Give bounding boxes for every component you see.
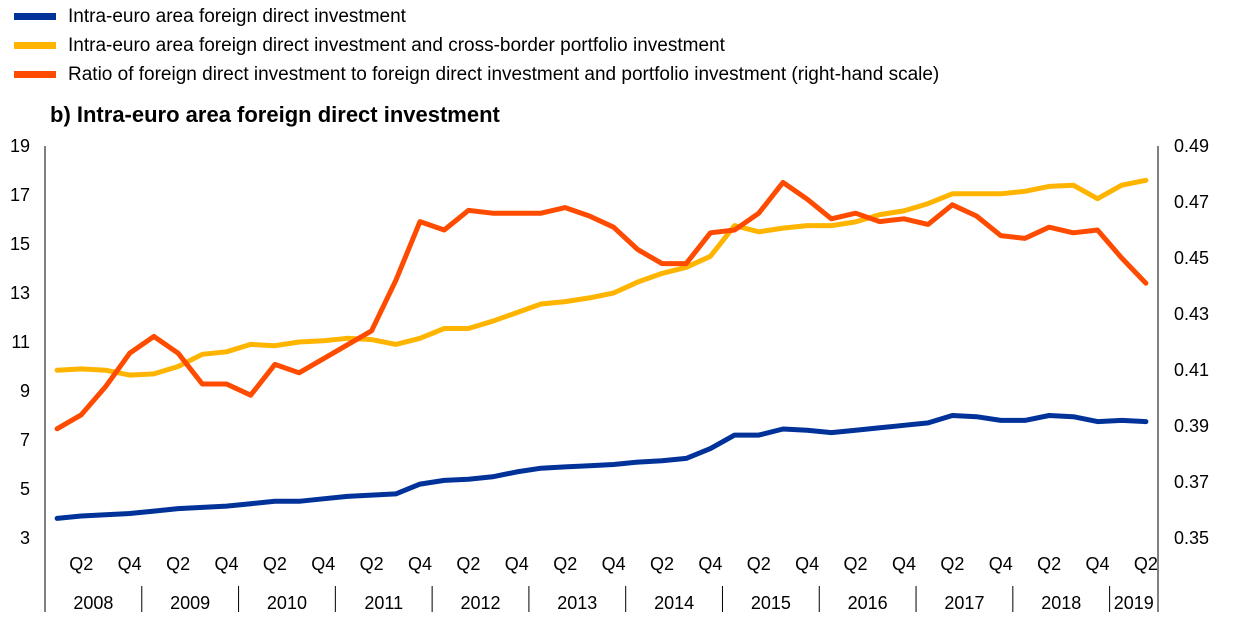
right-axis-tick-label: 0.35 [1174, 528, 1209, 548]
x-axis-year-label: 2019 [1114, 593, 1154, 613]
x-axis-quarter-label: Q4 [408, 554, 432, 574]
x-axis-quarter-label: Q4 [505, 554, 529, 574]
x-axis-quarter-label: Q4 [1086, 554, 1110, 574]
legend-label-ratio: Ratio of foreign direct investment to fo… [68, 63, 940, 85]
left-axis-tick-label: 5 [20, 479, 30, 499]
x-axis-year-label: 2010 [267, 593, 307, 613]
series-line-2 [54, 179, 1149, 432]
series-line-0 [54, 413, 1149, 521]
right-axis-tick-label: 0.47 [1174, 192, 1209, 212]
left-axis-tick-label: 15 [10, 234, 30, 254]
legend-swatch-fdi-portfolio [14, 42, 56, 49]
x-axis-year-label: 2009 [170, 593, 210, 613]
x-axis-quarter-label: Q4 [795, 554, 819, 574]
x-axis-quarter-label: Q2 [360, 554, 384, 574]
left-axis-tick-label: 3 [20, 528, 30, 548]
x-axis-quarter-label: Q2 [1134, 554, 1158, 574]
x-axis-year-label: 2017 [944, 593, 984, 613]
x-axis-quarter-label: Q2 [263, 554, 287, 574]
x-axis-quarter-label: Q2 [456, 554, 480, 574]
legend-swatch-fdi [14, 13, 56, 20]
x-axis-year-label: 2015 [751, 593, 791, 613]
chart-title: b) Intra-euro area foreign direct invest… [50, 102, 500, 127]
x-axis-year-label: 2016 [848, 593, 888, 613]
right-axis-tick-label: 0.41 [1174, 360, 1209, 380]
legend-item-ratio: Ratio of foreign direct investment to fo… [14, 60, 939, 89]
legend-swatch-ratio [14, 71, 56, 78]
right-axis-tick-label: 0.43 [1174, 304, 1209, 324]
legend: Intra-euro area foreign direct investmen… [14, 2, 939, 89]
right-axis-tick-label: 0.45 [1174, 248, 1209, 268]
right-axis-tick-label: 0.37 [1174, 472, 1209, 492]
x-axis-quarter-label: Q4 [602, 554, 626, 574]
x-axis-quarter-label: Q2 [166, 554, 190, 574]
left-axis-tick-label: 9 [20, 381, 30, 401]
x-axis-quarter-label: Q4 [989, 554, 1013, 574]
left-axis-tick-label: 11 [11, 332, 30, 352]
x-axis-quarter-label: Q2 [553, 554, 577, 574]
x-axis-year-label: 2014 [654, 593, 694, 613]
series-line-1 [54, 177, 1149, 378]
legend-item-fdi-portfolio: Intra-euro area foreign direct investmen… [14, 31, 939, 60]
right-axis-tick-label: 0.49 [1174, 136, 1209, 156]
left-axis-tick-label: 7 [20, 430, 30, 450]
x-axis-quarter-label: Q4 [698, 554, 722, 574]
legend-label-fdi-portfolio: Intra-euro area foreign direct investmen… [68, 34, 725, 56]
x-axis-year-label: 2013 [557, 593, 597, 613]
x-axis-quarter-label: Q2 [650, 554, 674, 574]
legend-item-fdi: Intra-euro area foreign direct investmen… [14, 2, 939, 31]
x-axis-year-label: 2008 [73, 593, 113, 613]
right-axis-tick-label: 0.39 [1174, 416, 1209, 436]
x-axis-quarter-label: Q4 [214, 554, 238, 574]
left-axis-tick-label: 13 [10, 283, 30, 303]
x-axis-quarter-label: Q4 [118, 554, 142, 574]
x-axis-year-label: 2012 [460, 593, 500, 613]
x-axis-quarter-label: Q2 [747, 554, 771, 574]
x-axis-quarter-label: Q2 [1037, 554, 1061, 574]
x-axis-quarter-label: Q2 [844, 554, 868, 574]
x-axis-quarter-label: Q4 [892, 554, 916, 574]
x-axis-year-label: 2018 [1041, 593, 1081, 613]
x-axis-quarter-label: Q4 [311, 554, 335, 574]
x-axis-year-label: 2011 [364, 593, 403, 613]
legend-label-fdi: Intra-euro area foreign direct investmen… [68, 5, 406, 27]
left-axis-tick-label: 17 [10, 185, 30, 205]
left-axis-tick-label: 19 [10, 136, 30, 156]
x-axis-quarter-label: Q2 [69, 554, 93, 574]
x-axis-quarter-label: Q2 [940, 554, 964, 574]
